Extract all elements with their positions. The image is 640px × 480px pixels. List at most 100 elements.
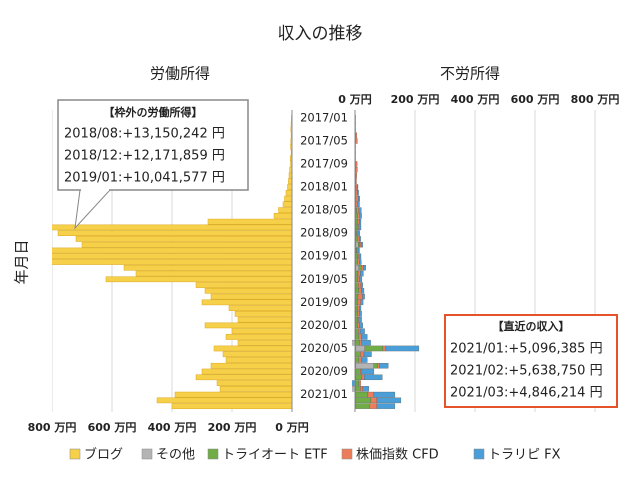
bar [201, 368, 292, 375]
bar-segment [358, 241, 360, 248]
bar-segment [358, 282, 362, 288]
bar-segment [367, 391, 375, 398]
bar-segment [355, 363, 375, 369]
callout-box [444, 314, 618, 408]
bar-segment [355, 241, 359, 248]
bar-segment [360, 270, 364, 277]
bar-segment [360, 241, 363, 248]
bar-segment [356, 247, 359, 254]
label-band [296, 110, 352, 412]
bar [105, 276, 292, 283]
bar [210, 293, 292, 300]
callout-line: 2021/03:+4,846,214 円 [450, 386, 603, 401]
legend-swatch [69, 448, 81, 460]
bar-segment [355, 201, 358, 208]
bar-segment [385, 345, 420, 352]
bar-segment [355, 322, 358, 329]
bar [81, 241, 292, 248]
bar-segment [355, 190, 358, 196]
callout-box [57, 99, 249, 191]
bar-segment [355, 132, 357, 138]
bar [234, 311, 292, 317]
bar-segment [370, 397, 378, 404]
bar-segment [364, 374, 383, 381]
bar-segment [356, 184, 359, 190]
bar [213, 345, 292, 352]
bar-segment [357, 311, 360, 317]
bar [225, 357, 292, 363]
bar [171, 403, 292, 409]
x-tick-label: 400 万円 [451, 93, 500, 106]
callout-line: 2018/08:+13,150,242 円 [64, 127, 225, 142]
bar-segment [359, 328, 365, 334]
bar-segment [362, 293, 365, 300]
callout-line: 2021/02:+5,638,750 円 [450, 364, 603, 379]
bar-segment [355, 351, 361, 357]
callout-line: 2018/12:+12,171,859 円 [64, 149, 225, 164]
subtitle: 労働所得 [150, 65, 210, 83]
bar-segment [357, 316, 359, 323]
bar-segment [359, 311, 362, 317]
bar [204, 287, 292, 294]
bar-segment [355, 253, 358, 259]
bar [278, 207, 292, 213]
bar-segment [358, 328, 361, 334]
bar-segment [373, 363, 378, 369]
bar-segment [358, 288, 362, 294]
bar-segment [364, 345, 384, 352]
bar [75, 236, 292, 242]
y-tick-label: 2019/01 [300, 249, 348, 263]
bar-segment [382, 345, 387, 352]
bar-segment [355, 218, 358, 225]
callout-pointer [74, 189, 112, 230]
bar [195, 282, 292, 288]
bar-segment [355, 138, 358, 144]
bar-segment [355, 161, 358, 167]
bar-segment [357, 201, 360, 208]
bar-segment [355, 345, 366, 352]
bar-segment [357, 253, 360, 259]
bar-segment [359, 339, 362, 346]
bar [207, 218, 292, 225]
x-tick-label: 200 万円 [391, 93, 440, 106]
bar-segment [361, 334, 368, 340]
bar-segment [358, 265, 362, 271]
bar-segment [358, 334, 362, 340]
legend-swatch [141, 448, 153, 460]
bar-segment [355, 299, 358, 306]
y-tick-label: 2017/09 [300, 157, 348, 171]
bar-segment [355, 397, 372, 404]
bar-segment [360, 351, 365, 357]
bar-segment [359, 218, 362, 225]
bar-segment [355, 282, 359, 288]
bar-segment [355, 213, 358, 219]
legend-swatch [207, 448, 219, 460]
legend-swatch [473, 448, 485, 460]
bar-segment [355, 339, 360, 346]
bar-segment [355, 386, 361, 392]
bar-segment [355, 328, 359, 334]
bar-segment [359, 305, 362, 311]
y-tick-label: 2018/09 [300, 226, 348, 240]
bar-segment [355, 276, 358, 283]
bar-segment [356, 224, 359, 231]
bar-segment [361, 339, 371, 346]
bar-segment [357, 259, 360, 265]
bar-segment [361, 288, 365, 294]
bar-segment [357, 322, 360, 329]
bar-segment [356, 230, 359, 236]
bar-segment [377, 363, 380, 369]
bar-segment [355, 288, 360, 294]
bar-segment [360, 299, 364, 306]
bar [52, 224, 292, 231]
bar [282, 201, 292, 208]
bar-segment [358, 224, 362, 231]
bar-segment [355, 224, 358, 231]
bar [289, 155, 292, 162]
bar [201, 299, 292, 306]
bar [237, 316, 292, 323]
bar [219, 385, 292, 392]
y-tick-label: 2019/09 [300, 295, 348, 309]
x-tick-label: 800 万円 [28, 421, 77, 434]
